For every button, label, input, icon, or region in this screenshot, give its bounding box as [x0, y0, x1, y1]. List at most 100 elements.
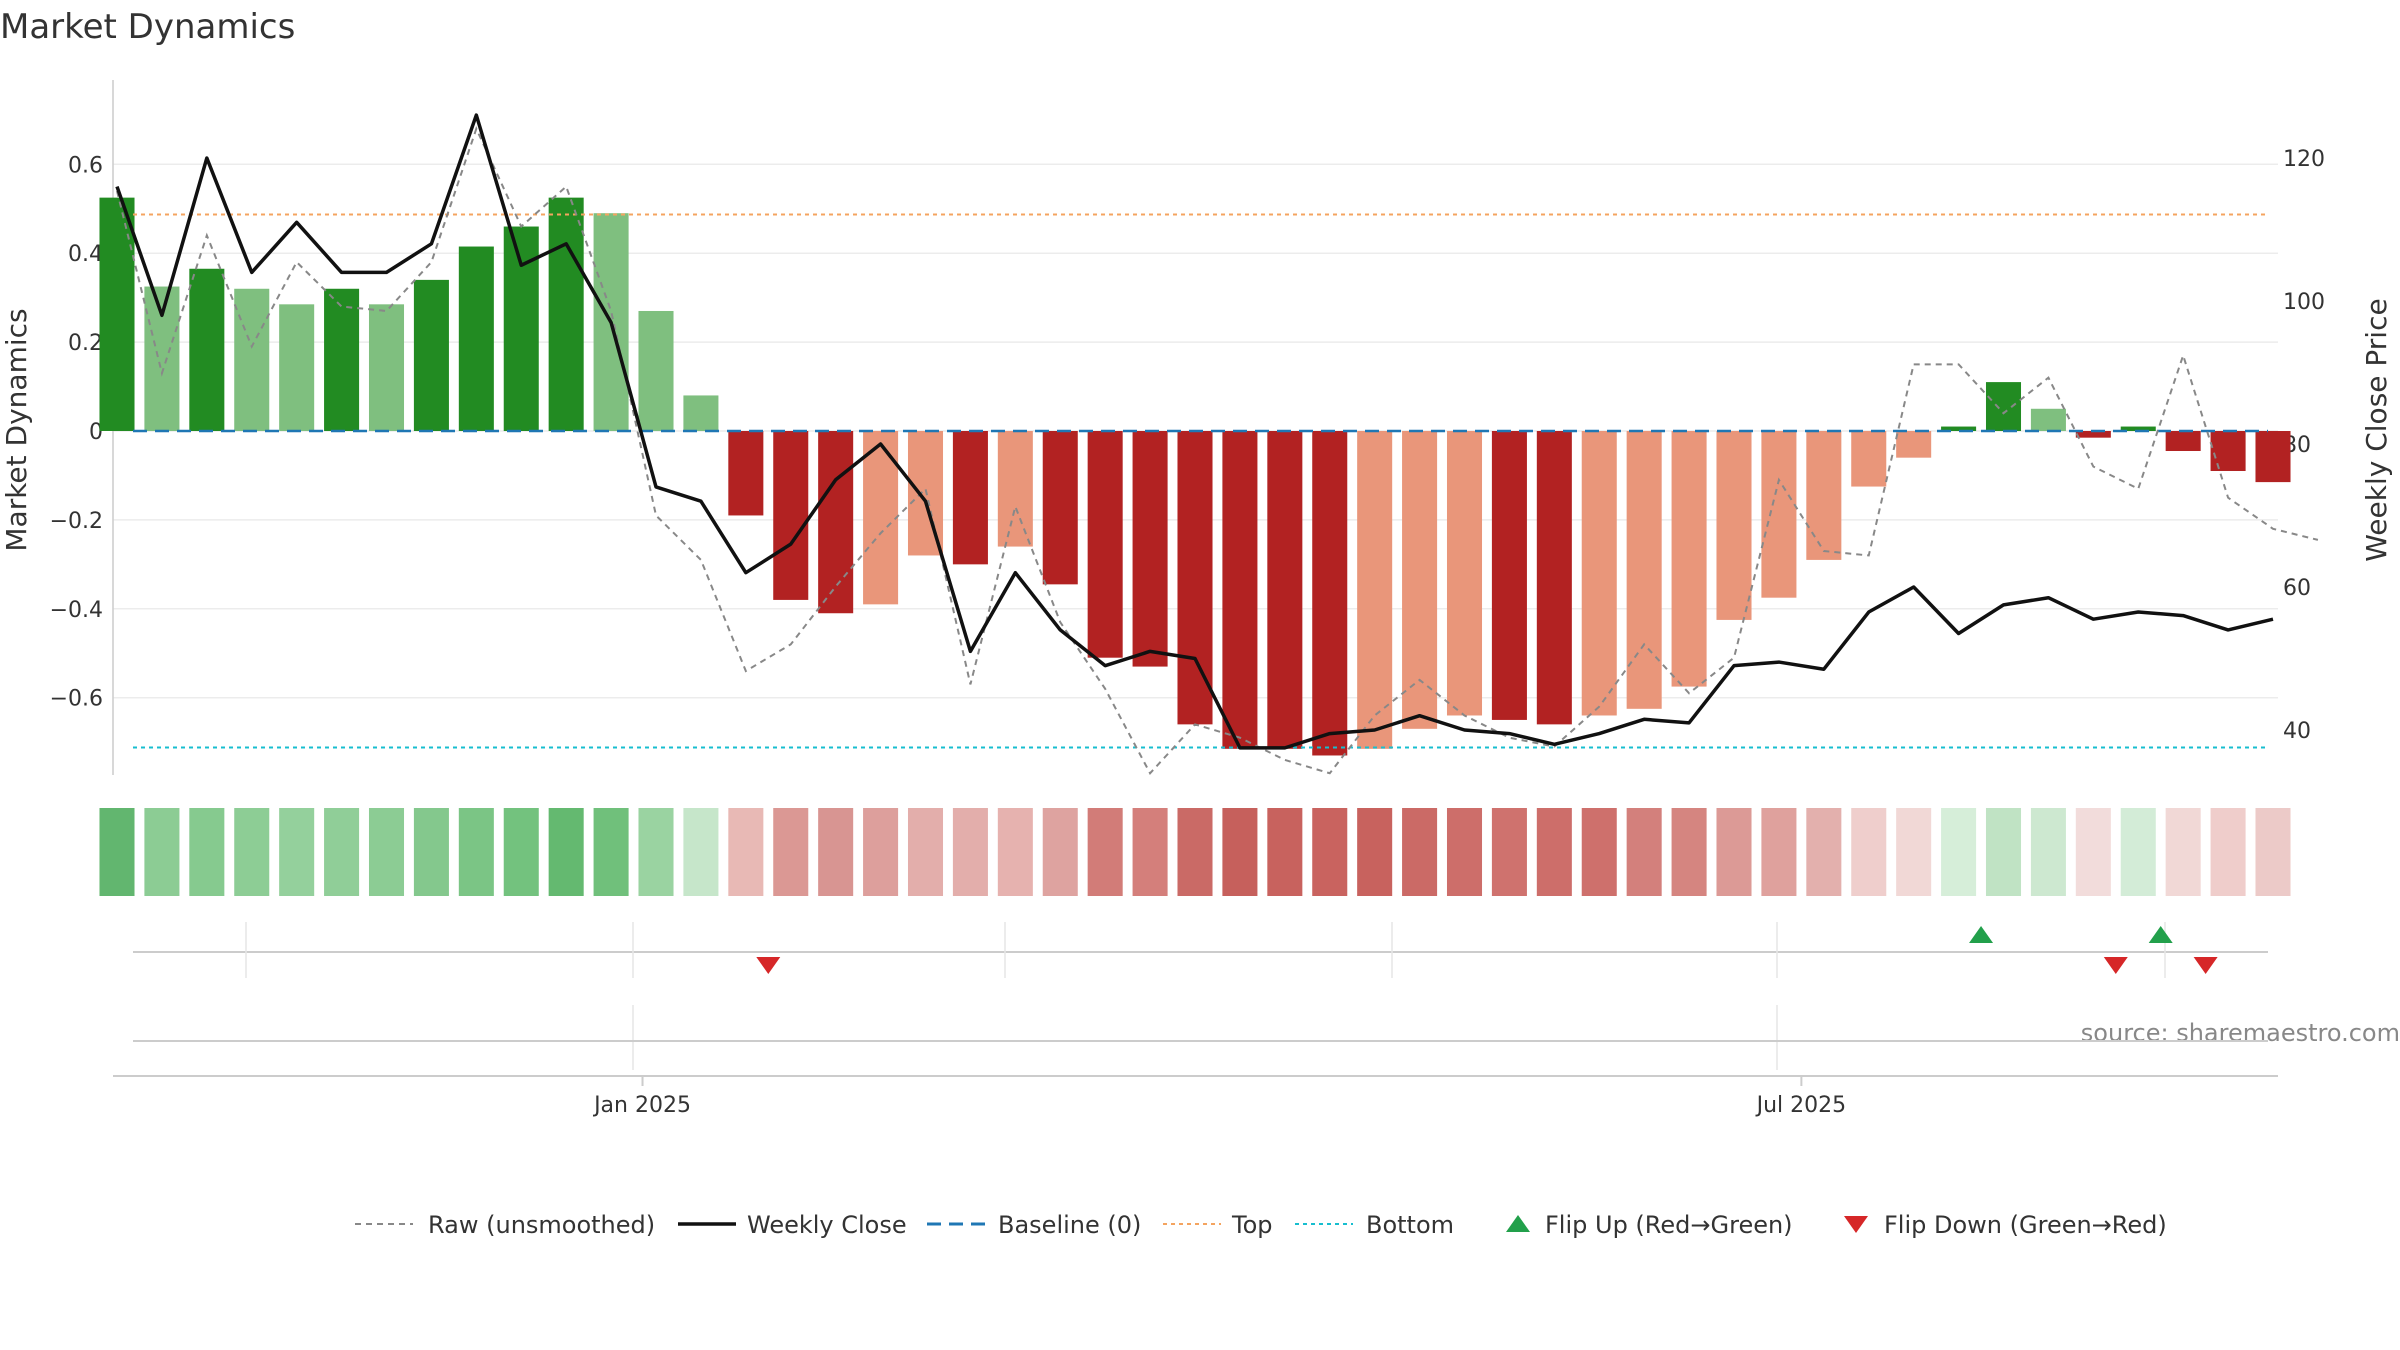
- heat-cell: [593, 808, 629, 896]
- heat-cell: [1806, 808, 1842, 896]
- bar: [1671, 431, 1707, 687]
- heat-cell: [2120, 808, 2156, 896]
- bar: [144, 286, 180, 431]
- legend-label: Raw (unsmoothed): [428, 1211, 655, 1239]
- heat-cell: [2165, 808, 2201, 896]
- bar: [1402, 431, 1438, 729]
- bar: [279, 304, 315, 431]
- heat-cell: [1716, 808, 1752, 896]
- y-tick-label: −0.4: [50, 598, 103, 623]
- bar: [324, 288, 360, 431]
- bar: [1985, 382, 2022, 431]
- bar: [548, 197, 584, 431]
- bar: [1042, 431, 1078, 585]
- heat-strip: [99, 808, 2291, 896]
- heat-cell: [1357, 808, 1393, 896]
- bar: [368, 304, 405, 431]
- y2-tick-label: 120: [2283, 147, 2325, 172]
- bar: [1312, 431, 1348, 756]
- bar: [2165, 431, 2201, 452]
- y-tick-label: 0.4: [68, 242, 103, 267]
- bar: [818, 431, 854, 614]
- heat-cell: [1402, 808, 1438, 896]
- heat-cell: [1177, 808, 1213, 896]
- heat-cell: [1985, 808, 2022, 896]
- source-credit: source: sharemaestro.com: [2081, 1019, 2400, 1047]
- heat-cell: [952, 808, 988, 896]
- bar: [1446, 431, 1483, 716]
- bar: [503, 226, 539, 431]
- bar: [234, 288, 270, 431]
- legend-swatch-flip-up: [1506, 1215, 1530, 1232]
- heat-cell: [1087, 808, 1123, 896]
- legend-label: Baseline (0): [998, 1211, 1141, 1239]
- bar: [1761, 431, 1797, 598]
- heat-cell: [907, 808, 944, 896]
- heat-cell: [1267, 808, 1303, 896]
- heat-cell: [1132, 808, 1168, 896]
- heat-cell: [413, 808, 449, 896]
- heat-cell: [234, 808, 270, 896]
- bar: [728, 431, 764, 516]
- y2-axis-label: Weekly Close Price: [2360, 298, 2393, 561]
- bar: [1267, 431, 1303, 749]
- heat-cell: [818, 808, 854, 896]
- lower-panel: [113, 1005, 2278, 1077]
- legend-label: Weekly Close: [747, 1211, 907, 1239]
- bar: [1626, 431, 1662, 709]
- flip-down-marker: [2193, 957, 2218, 974]
- heat-cell: [728, 808, 764, 896]
- heat-cell: [1626, 808, 1662, 896]
- bar: [1581, 431, 1617, 716]
- y-tick-label: −0.6: [50, 687, 103, 712]
- flip-down-marker: [756, 957, 781, 974]
- bar: [638, 310, 674, 431]
- bar: [99, 197, 135, 431]
- heat-cell: [863, 808, 899, 896]
- chart-title: Market Dynamics: [0, 7, 295, 47]
- heat-cell: [1851, 808, 1887, 896]
- heat-cell: [503, 808, 539, 896]
- y2-tick-label: 40: [2283, 719, 2311, 744]
- heat-cell: [2210, 808, 2246, 896]
- heat-cell: [1491, 808, 1527, 896]
- bar: [2075, 431, 2111, 438]
- y-tick-label: 0.6: [68, 153, 103, 178]
- heat-cell: [1042, 808, 1078, 896]
- heat-cell: [1222, 808, 1258, 896]
- bar: [1806, 431, 1842, 560]
- x-tick-label: Jul 2025: [1755, 1093, 1847, 1118]
- heat-cell: [2075, 808, 2111, 896]
- heat-cell: [2030, 808, 2066, 896]
- legend-label: Top: [1231, 1211, 1273, 1239]
- bar: [1132, 431, 1168, 667]
- flip-up-marker: [1969, 926, 1994, 943]
- legend: Raw (unsmoothed) Weekly Close Baseline (0)…: [355, 1211, 2167, 1239]
- heat-cell: [1581, 808, 1617, 896]
- bar: [1357, 431, 1393, 749]
- x-tick-label: Jan 2025: [592, 1093, 691, 1118]
- heat-cell: [458, 808, 494, 896]
- bars: [99, 197, 2291, 756]
- bar: [2120, 426, 2156, 431]
- heat-cell: [1536, 808, 1572, 896]
- heat-cell: [2255, 808, 2291, 896]
- heat-cell: [1896, 808, 1932, 896]
- flip-up-marker: [2148, 926, 2173, 943]
- heat-cell: [279, 808, 315, 896]
- heat-cell: [638, 808, 674, 896]
- bar: [997, 431, 1033, 547]
- legend-swatch-flip-down: [1844, 1216, 1868, 1233]
- y2-tick-label: 100: [2283, 290, 2325, 315]
- heat-cell: [1312, 808, 1348, 896]
- heat-cell: [997, 808, 1033, 896]
- y-tick-label: 0.2: [68, 331, 103, 356]
- bar: [1716, 431, 1752, 620]
- legend-label: Flip Up (Red→Green): [1545, 1211, 1793, 1239]
- heat-cell: [683, 808, 719, 896]
- heat-cell: [144, 808, 180, 896]
- legend-label: Flip Down (Green→Red): [1884, 1211, 2167, 1239]
- bar: [1177, 431, 1213, 725]
- heat-cell: [1761, 808, 1797, 896]
